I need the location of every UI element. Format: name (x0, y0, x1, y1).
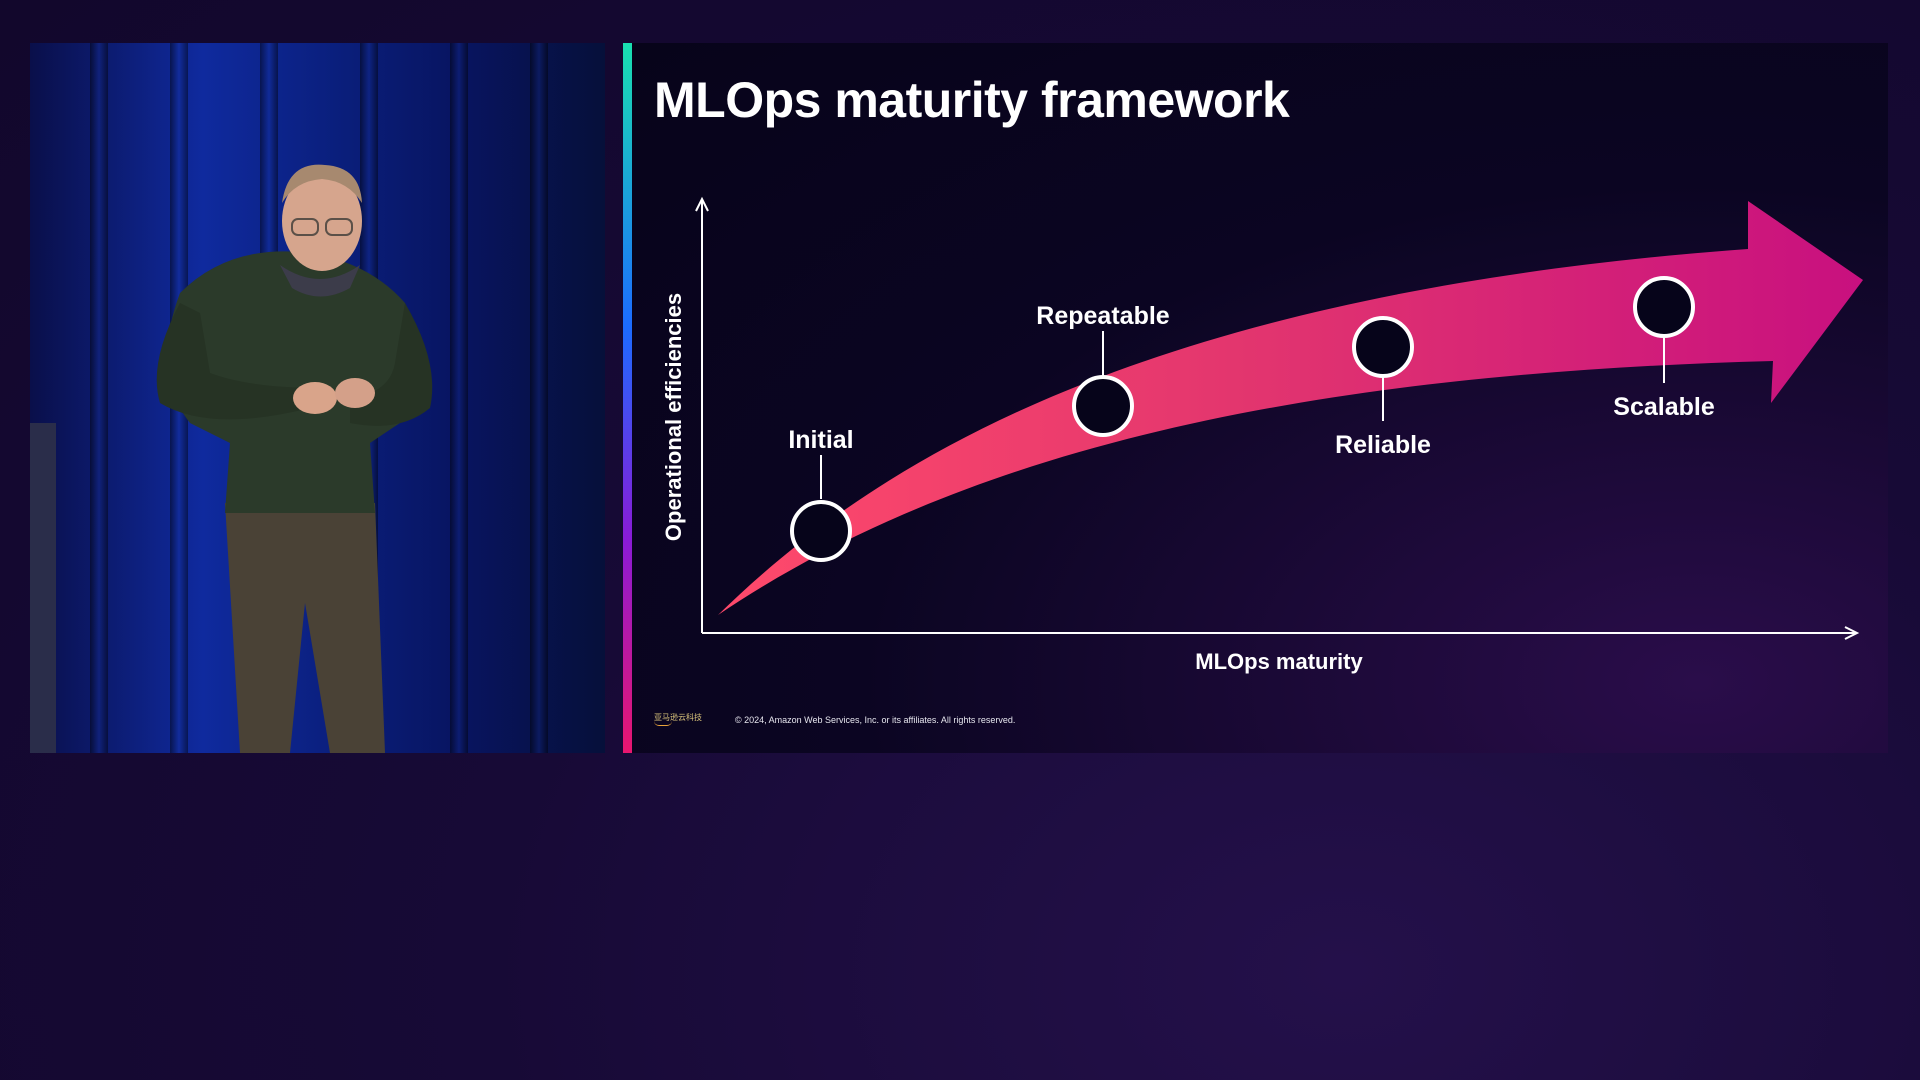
stage-repeatable: Repeatable (1036, 302, 1170, 437)
smile-icon (654, 721, 672, 726)
slide-title: MLOps maturity framework (654, 72, 1290, 128)
axes (695, 196, 1860, 640)
speaker-video (30, 43, 605, 753)
stage-initial: Initial (788, 426, 854, 562)
maturity-diagram: Initial Repeatable Reliable Scalable MLO… (661, 196, 1863, 674)
y-axis-label: Operational efficiencies (661, 293, 686, 541)
stage-node (1633, 276, 1695, 338)
brand-logo-text: 亚马逊云科技 (654, 713, 702, 722)
slide-accent-bar (623, 43, 632, 753)
slide: MLOps maturity framework Initial (623, 43, 1888, 753)
stage-label-repeatable: Repeatable (1036, 302, 1169, 330)
stage-scalable: Scalable (1613, 276, 1715, 421)
stage-reliable: Reliable (1335, 316, 1431, 459)
growth-arrow (718, 201, 1863, 615)
stage-node (790, 500, 852, 562)
brand-logo: 亚马逊云科技 (654, 712, 702, 726)
y-axis-arrowhead (695, 196, 709, 212)
stage-node (1072, 375, 1134, 437)
podium-edge (30, 423, 56, 753)
stage-label-initial: Initial (788, 426, 853, 454)
x-axis-arrowhead (1844, 626, 1860, 640)
x-axis-label: MLOps maturity (1195, 649, 1363, 674)
presenter-figure (156, 164, 433, 753)
stage-label-scalable: Scalable (1613, 393, 1715, 421)
copyright-notice: © 2024, Amazon Web Services, Inc. or its… (735, 715, 1016, 725)
stage-label-reliable: Reliable (1335, 431, 1431, 459)
stage-node (1352, 316, 1414, 378)
